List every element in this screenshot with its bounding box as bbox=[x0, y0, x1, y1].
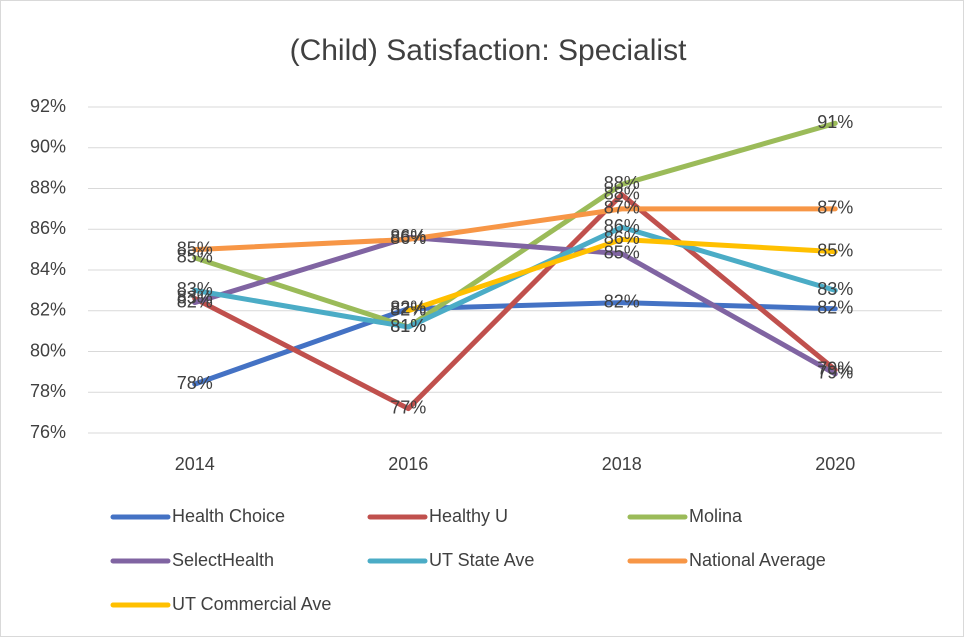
data-label: 81% bbox=[390, 316, 426, 336]
data-label: 85% bbox=[177, 238, 213, 258]
chart-title: (Child) Satisfaction: Specialist bbox=[290, 34, 687, 67]
data-label: 85% bbox=[817, 240, 853, 260]
data-label: 82% bbox=[604, 291, 640, 311]
data-label: 83% bbox=[177, 287, 213, 307]
data-label: 86% bbox=[390, 228, 426, 248]
series-line bbox=[192, 206, 838, 253]
data-label: 91% bbox=[817, 112, 853, 132]
legend-label: UT State Ave bbox=[429, 550, 534, 570]
data-label: 82% bbox=[390, 297, 426, 317]
data-label: 77% bbox=[390, 397, 426, 417]
data-label: 86% bbox=[390, 226, 426, 246]
legend-label: SelectHealth bbox=[172, 550, 274, 570]
legend-label: Healthy U bbox=[429, 506, 508, 526]
y-tick-label: 86% bbox=[30, 218, 66, 238]
series-line bbox=[405, 236, 838, 314]
x-tick-label: 2020 bbox=[815, 454, 855, 474]
y-tick-label: 84% bbox=[30, 259, 66, 279]
series-line bbox=[192, 234, 838, 377]
legend-label: National Average bbox=[689, 550, 826, 570]
legend-label: UT Commercial Ave bbox=[172, 594, 331, 614]
series-line bbox=[192, 120, 838, 330]
data-label: 83% bbox=[817, 279, 853, 299]
y-tick-label: 90% bbox=[30, 137, 66, 157]
data-label: 81% bbox=[390, 316, 426, 336]
x-tick-label: 2014 bbox=[175, 454, 215, 474]
y-tick-label: 88% bbox=[30, 177, 66, 197]
y-tick-label: 80% bbox=[30, 340, 66, 360]
y-tick-label: 76% bbox=[30, 422, 66, 442]
data-label: 79% bbox=[817, 363, 853, 383]
data-label: 82% bbox=[390, 300, 426, 320]
y-tick-label: 78% bbox=[30, 381, 66, 401]
series-line bbox=[192, 300, 838, 387]
data-label: 83% bbox=[177, 279, 213, 299]
x-tick-label: 2016 bbox=[388, 454, 428, 474]
data-label: 82% bbox=[177, 291, 213, 311]
series-line bbox=[192, 192, 838, 412]
data-label: 88% bbox=[604, 173, 640, 193]
data-label: 82% bbox=[817, 297, 853, 317]
y-tick-label: 92% bbox=[30, 96, 66, 116]
data-label: 86% bbox=[604, 216, 640, 236]
data-label: 79% bbox=[817, 359, 853, 379]
data-label: 85% bbox=[177, 247, 213, 267]
data-label: 78% bbox=[177, 373, 213, 393]
data-label: 87% bbox=[604, 198, 640, 218]
x-tick-label: 2018 bbox=[602, 454, 642, 474]
y-tick-label: 82% bbox=[30, 300, 66, 320]
data-label: 88% bbox=[604, 183, 640, 203]
legend-label: Health Choice bbox=[172, 506, 285, 526]
legend-label: Molina bbox=[689, 506, 743, 526]
data-label: 86% bbox=[604, 228, 640, 248]
data-label: 87% bbox=[817, 198, 853, 218]
data-label: 85% bbox=[604, 242, 640, 262]
